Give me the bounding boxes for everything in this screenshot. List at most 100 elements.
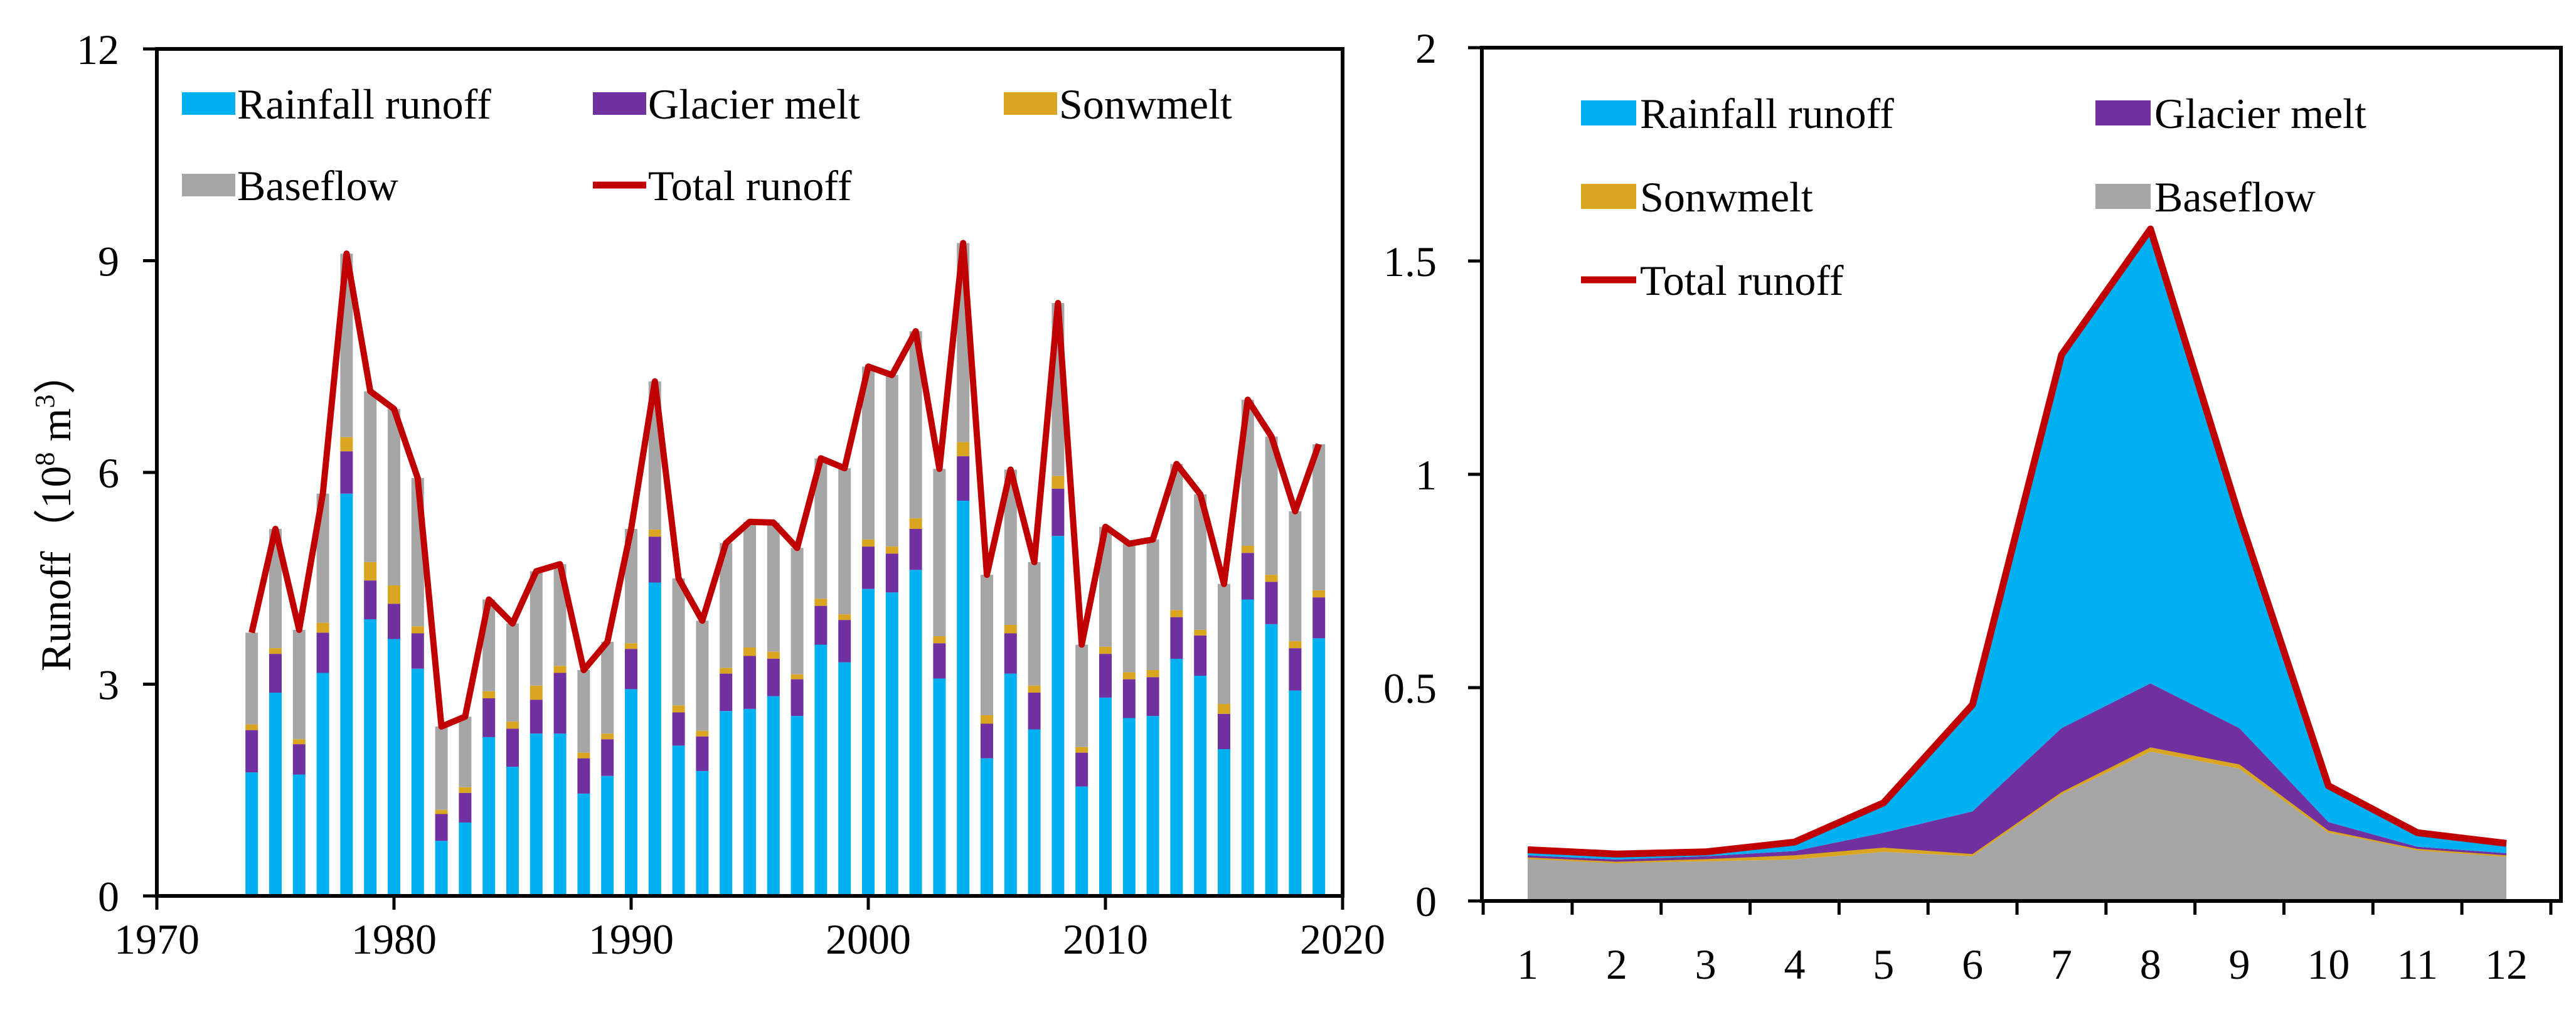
bar-baseflow-2019 [1312,444,1326,590]
y-axis-label-part: 3 [29,395,60,408]
bar-glacier-1989 [601,739,614,776]
x-tick-label: 2020 [1300,915,1385,963]
bar-glacier-1992 [672,712,685,746]
bar-rainfall-2007 [1028,729,1041,896]
bar-glacier-2019 [1312,597,1326,639]
y-tick-label: 1 [1415,451,1437,499]
y-axis-label-part: 8 [29,452,60,466]
bar-rainfall-2000 [862,589,875,896]
bar-baseflow-2015 [1218,583,1230,704]
bar-glacier-1979 [364,580,377,619]
x-tick-label: 8 [2140,940,2161,988]
bar-snowmelt-2019 [1312,590,1326,598]
bar-rainfall-2017 [1265,624,1278,896]
bar-glacier-1977 [316,632,329,673]
bar-glacier-1987 [553,673,567,734]
bar-snowmelt-1985 [506,722,519,729]
bar-rainfall-2012 [1146,716,1159,896]
x-tick-label: 1 [1517,940,1538,988]
bar-baseflow-2009 [1075,644,1088,747]
legend-swatch [182,174,235,196]
bar-glacier-2010 [1099,654,1112,698]
bar-snowmelt-2013 [1170,610,1183,617]
legend-label: Baseflow [237,162,398,210]
bar-snowmelt-2010 [1099,646,1112,654]
bar-snowmelt-1981 [411,626,424,634]
x-tick-label: 6 [1962,940,1983,988]
bar-snowmelt-1999 [838,614,851,621]
bar-snowmelt-1974 [245,724,258,730]
bar-baseflow-1986 [530,571,543,686]
bar-snowmelt-2016 [1241,546,1254,553]
bar-rainfall-1974 [245,772,258,896]
bar-snowmelt-2007 [1028,685,1041,693]
bar-snowmelt-1984 [482,691,496,698]
bar-glacier-2001 [885,553,898,593]
legend-swatch [593,92,646,115]
x-tick-label: 11 [2397,940,2437,988]
bar-rainfall-1997 [790,716,804,896]
bar-glacier-1988 [577,758,590,794]
bar-baseflow-2017 [1265,436,1278,575]
bar-baseflow-1988 [577,670,590,753]
bar-snowmelt-2014 [1194,629,1207,636]
legend-label: Rainfall runoff [237,80,491,128]
bar-rainfall-2019 [1312,638,1326,896]
legend-swatch [2095,184,2151,209]
legend-swatch [1004,92,1057,115]
x-tick-label: 5 [1873,940,1894,988]
area-rainfall [1528,229,2506,860]
bar-rainfall-2006 [1004,673,1017,896]
bar-baseflow-2011 [1122,543,1136,673]
bar-glacier-2006 [1004,633,1017,674]
bar-baseflow-2002 [909,331,922,519]
bar-snowmelt-2004 [957,442,970,457]
legend-swatch [182,92,235,115]
bar-snowmelt-1975 [269,648,282,654]
bar-snowmelt-1996 [767,651,780,659]
bar-rainfall-1980 [388,639,400,896]
bar-rainfall-1986 [530,733,543,896]
bar-rainfall-2008 [1051,536,1065,896]
bar-baseflow-2007 [1028,562,1041,686]
x-tick-label: 10 [2307,940,2350,988]
bar-glacier-1991 [648,536,661,583]
bar-baseflow-2001 [885,375,898,547]
bar-glacier-1986 [530,700,543,734]
bar-snowmelt-1993 [696,730,709,737]
legend-label: Total runoff [648,162,852,210]
bar-glacier-1995 [743,656,756,709]
bar-snowmelt-1980 [388,585,400,604]
bar-rainfall-1998 [814,644,828,896]
bar-glacier-2007 [1028,693,1041,730]
bar-glacier-1999 [838,620,851,663]
bar-rainfall-2002 [909,570,922,896]
bar-glacier-2009 [1075,752,1088,787]
bar-glacier-2015 [1218,713,1230,749]
total-runoff-line [248,240,1322,730]
bar-snowmelt-1994 [720,668,733,674]
bar-snowmelt-1978 [340,437,353,452]
bar-glacier-1976 [292,744,306,775]
legend-swatch [2095,100,2151,125]
x-tick-label: 2010 [1063,915,1148,963]
bar-snowmelt-2015 [1218,704,1230,714]
bar-glacier-2008 [1051,488,1065,536]
bar-rainfall-1989 [601,775,614,896]
bar-rainfall-2009 [1075,786,1088,896]
bar-baseflow-1996 [767,522,780,652]
bar-snowmelt-2002 [909,518,922,529]
y-tick-label: 1.5 [1383,238,1437,285]
x-tick-label: 1970 [114,915,200,963]
legend-label: Glacier melt [648,80,860,128]
bar-baseflow-1983 [459,716,472,787]
bar-rainfall-1988 [577,793,590,896]
bar-baseflow-2018 [1289,511,1302,641]
bar-snowmelt-2005 [981,715,993,724]
bar-glacier-1994 [720,673,733,711]
x-tick-label: 12 [2485,940,2528,988]
x-tick-label: 2000 [826,915,911,963]
x-tick-label: 7 [2051,940,2072,988]
